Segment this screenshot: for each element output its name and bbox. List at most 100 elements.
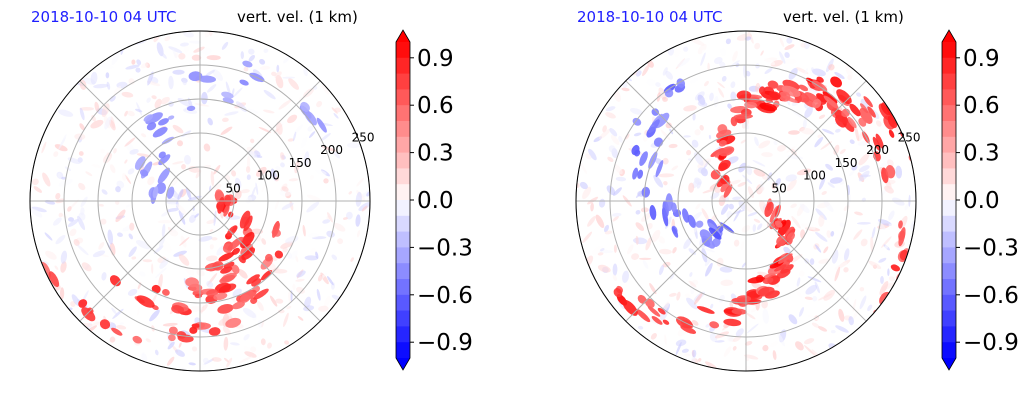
colorbar-segment xyxy=(396,231,410,248)
updraft-cell xyxy=(304,110,317,126)
updraft-cell xyxy=(711,237,721,247)
updraft-cell xyxy=(731,308,747,315)
updraft-cell xyxy=(822,91,838,104)
field-speckle xyxy=(317,155,329,160)
field-speckle xyxy=(689,272,693,277)
field-speckle xyxy=(904,203,909,211)
field-speckle xyxy=(723,346,732,357)
field-speckle xyxy=(707,62,710,71)
field-speckle xyxy=(350,257,354,262)
updraft-cell xyxy=(662,319,670,325)
field-speckle xyxy=(151,95,157,100)
field-speckle xyxy=(287,138,295,142)
field-speckle xyxy=(688,182,695,193)
field-speckle xyxy=(662,96,668,102)
updraft-cell xyxy=(191,323,201,328)
updraft-cell xyxy=(139,169,149,177)
field-speckle xyxy=(608,145,616,153)
field-speckle xyxy=(337,238,344,245)
field-speckle xyxy=(618,135,623,143)
radial-spoke xyxy=(199,80,321,202)
field-speckle xyxy=(691,320,699,326)
field-speckle xyxy=(858,165,870,173)
updraft-cell xyxy=(758,86,766,95)
field-speckle xyxy=(823,200,834,213)
field-speckle xyxy=(283,56,290,64)
field-speckle xyxy=(882,239,893,252)
field-speckle xyxy=(169,229,179,237)
field-speckle xyxy=(607,156,614,162)
field-speckle xyxy=(587,216,596,227)
updraft-cell xyxy=(863,96,873,108)
field-speckle xyxy=(819,176,826,190)
field-speckle xyxy=(867,304,873,312)
field-speckle xyxy=(109,336,116,343)
updraft-cell xyxy=(637,294,647,304)
updraft-cell xyxy=(157,167,171,184)
field-speckle xyxy=(658,173,675,178)
updraft-cell xyxy=(223,204,230,217)
colorbar-segment xyxy=(942,279,956,296)
field-speckle xyxy=(317,274,323,282)
field-speckle xyxy=(877,221,886,231)
field-speckle xyxy=(207,84,217,93)
field-speckle xyxy=(631,253,640,260)
field-speckle xyxy=(752,224,757,232)
field-speckle xyxy=(910,190,916,201)
updraft-cell xyxy=(146,122,157,131)
field-speckle xyxy=(777,144,786,152)
updraft-cell xyxy=(719,146,735,157)
field-speckle xyxy=(669,272,675,280)
updraft-cell xyxy=(260,269,273,281)
radial-tick-label: 250 xyxy=(352,130,375,144)
field-speckle xyxy=(226,357,233,368)
field-speckle xyxy=(818,326,828,332)
field-speckle xyxy=(191,346,198,352)
field-speckle xyxy=(205,69,215,77)
field-speckle xyxy=(276,64,280,73)
field-speckle xyxy=(719,266,733,273)
field-speckle xyxy=(283,312,289,328)
field-speckle xyxy=(90,71,98,85)
updraft-cell xyxy=(816,76,824,83)
field-speckle xyxy=(799,203,810,213)
field-speckle xyxy=(786,37,793,44)
field-speckle xyxy=(135,67,141,73)
field-speckle xyxy=(659,248,672,255)
field-speckle xyxy=(718,87,725,98)
field-speckle xyxy=(701,208,709,221)
updraft-cell xyxy=(830,76,843,88)
field-speckle xyxy=(189,40,202,44)
field-speckle xyxy=(209,244,214,250)
field-speckle xyxy=(727,335,734,342)
field-speckle xyxy=(136,102,142,116)
field-speckle xyxy=(786,179,797,192)
field-speckle xyxy=(635,222,645,231)
field-speckle xyxy=(135,108,143,113)
field-speckle xyxy=(809,258,815,265)
updraft-cell xyxy=(649,205,657,220)
field-speckle xyxy=(234,190,242,200)
field-speckle xyxy=(613,244,617,253)
field-speckle xyxy=(754,136,759,146)
field-speckle xyxy=(296,270,306,278)
colorbar-tick-label: 0.6 xyxy=(963,93,1000,119)
field-speckle xyxy=(669,292,677,297)
colorbar-segment xyxy=(396,105,410,122)
field-speckle xyxy=(695,203,701,210)
field-speckle xyxy=(243,334,250,341)
field-speckle xyxy=(585,153,592,160)
updraft-cell xyxy=(132,335,143,344)
colorbar-segment xyxy=(942,136,956,154)
field-speckle xyxy=(763,57,776,66)
field-speckle xyxy=(637,325,644,330)
field-speckle xyxy=(830,329,836,334)
updraft-cell xyxy=(241,247,256,261)
updraft-cell xyxy=(781,85,801,97)
field-speckle xyxy=(185,134,195,139)
field-speckle xyxy=(590,202,594,212)
field-speckle xyxy=(730,91,737,102)
updraft-cell xyxy=(198,75,216,83)
field-speckle xyxy=(162,322,178,327)
field-speckle xyxy=(223,336,229,351)
